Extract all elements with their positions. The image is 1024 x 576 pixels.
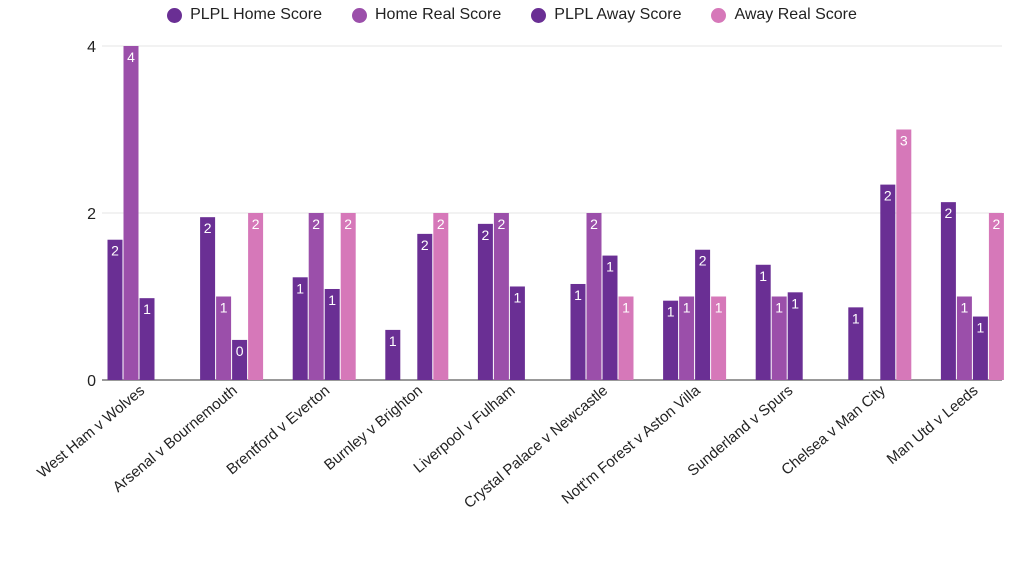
legend-item-plpl-away: PLPL Away Score (531, 4, 681, 26)
data-label: 2 (252, 216, 260, 232)
data-label: 2 (993, 216, 1001, 232)
bar (972, 316, 988, 380)
bar (586, 213, 602, 380)
bar (848, 307, 864, 380)
bar (695, 249, 711, 380)
data-label: 2 (344, 216, 352, 232)
bar (292, 277, 308, 380)
legend-swatch-home-real (352, 7, 367, 23)
data-label: 2 (111, 243, 119, 259)
legend-swatch-plpl-away (531, 7, 547, 23)
y-tick-label: 4 (87, 39, 96, 56)
bar (417, 233, 433, 380)
bar (755, 264, 771, 380)
data-label: 2 (312, 216, 320, 232)
data-label: 1 (775, 300, 783, 316)
legend-item-plpl-home: PLPL Home Score (167, 4, 322, 26)
data-label: 1 (606, 259, 614, 275)
legend-label-home-real: Home Real Score (375, 6, 502, 23)
data-label: 1 (622, 300, 630, 316)
data-label: 2 (699, 253, 707, 269)
data-label: 1 (683, 300, 691, 316)
legend-swatch-plpl-home (167, 7, 183, 23)
data-label: 2 (421, 237, 429, 253)
data-label: 2 (437, 216, 445, 232)
legend-item-away-real: Away Real Score (711, 4, 857, 26)
legend-label-plpl-away: PLPL Away Score (554, 6, 682, 23)
bar (216, 296, 232, 380)
legend-swatch-away-real (711, 7, 727, 23)
x-tick-label: Liverpool v Fulham (410, 382, 518, 476)
data-label: 1 (667, 304, 675, 320)
bar (956, 296, 972, 380)
bar (433, 213, 449, 380)
bar (477, 223, 493, 380)
data-label: 2 (884, 188, 892, 204)
data-label: 2 (204, 220, 212, 236)
data-label: 4 (127, 49, 135, 65)
data-label: 1 (296, 280, 304, 296)
bar (509, 286, 525, 380)
bar (340, 213, 356, 380)
bar (139, 298, 155, 380)
data-label: 2 (498, 216, 506, 232)
bar (570, 283, 586, 380)
data-label: 1 (143, 301, 151, 317)
bar (107, 239, 123, 380)
bar (618, 296, 634, 380)
data-label: 1 (759, 268, 767, 284)
legend-label-away-real: Away Real Score (734, 6, 857, 23)
legend-label-plpl-home: PLPL Home Score (190, 6, 322, 23)
data-label: 2 (945, 205, 953, 221)
bar (248, 213, 264, 380)
y-tick-label: 2 (87, 206, 96, 223)
data-label: 2 (482, 227, 490, 243)
data-label: 1 (715, 300, 723, 316)
bar (663, 300, 679, 380)
y-tick-label: 0 (87, 373, 96, 390)
bar (123, 46, 139, 380)
data-label: 1 (852, 310, 860, 326)
bar (940, 202, 956, 380)
bar (711, 296, 727, 380)
bar (200, 217, 216, 380)
bar (493, 213, 509, 380)
data-label: 1 (514, 289, 522, 305)
data-label: 1 (220, 300, 228, 316)
data-label: 2 (590, 216, 598, 232)
legend-item-home-real: Home Real Score (352, 4, 501, 26)
bar (988, 213, 1004, 380)
data-label: 1 (389, 333, 397, 349)
data-label: 3 (900, 133, 908, 149)
data-label: 0 (236, 343, 244, 359)
bar (771, 296, 787, 380)
bar (232, 339, 248, 380)
x-tick-label: Brentford v Everton (223, 382, 333, 478)
data-label: 1 (961, 300, 969, 316)
bar (679, 296, 695, 380)
x-tick-label: Man Utd v Leeds (884, 382, 982, 468)
data-label: 1 (977, 320, 985, 336)
data-label: 1 (791, 295, 799, 311)
x-tick-label: Chelsea v Man City (778, 382, 889, 479)
bar (324, 288, 340, 380)
x-tick-label: Burnley v Brighton (321, 382, 426, 474)
bar (787, 292, 803, 380)
legend: PLPL Home Score Home Real Score PLPL Awa… (0, 4, 1024, 26)
data-label: 1 (328, 292, 336, 308)
bar (880, 184, 896, 380)
bar (602, 255, 618, 380)
bar (896, 129, 912, 380)
bar (385, 329, 401, 380)
bar (308, 213, 324, 380)
data-label: 1 (574, 287, 582, 303)
